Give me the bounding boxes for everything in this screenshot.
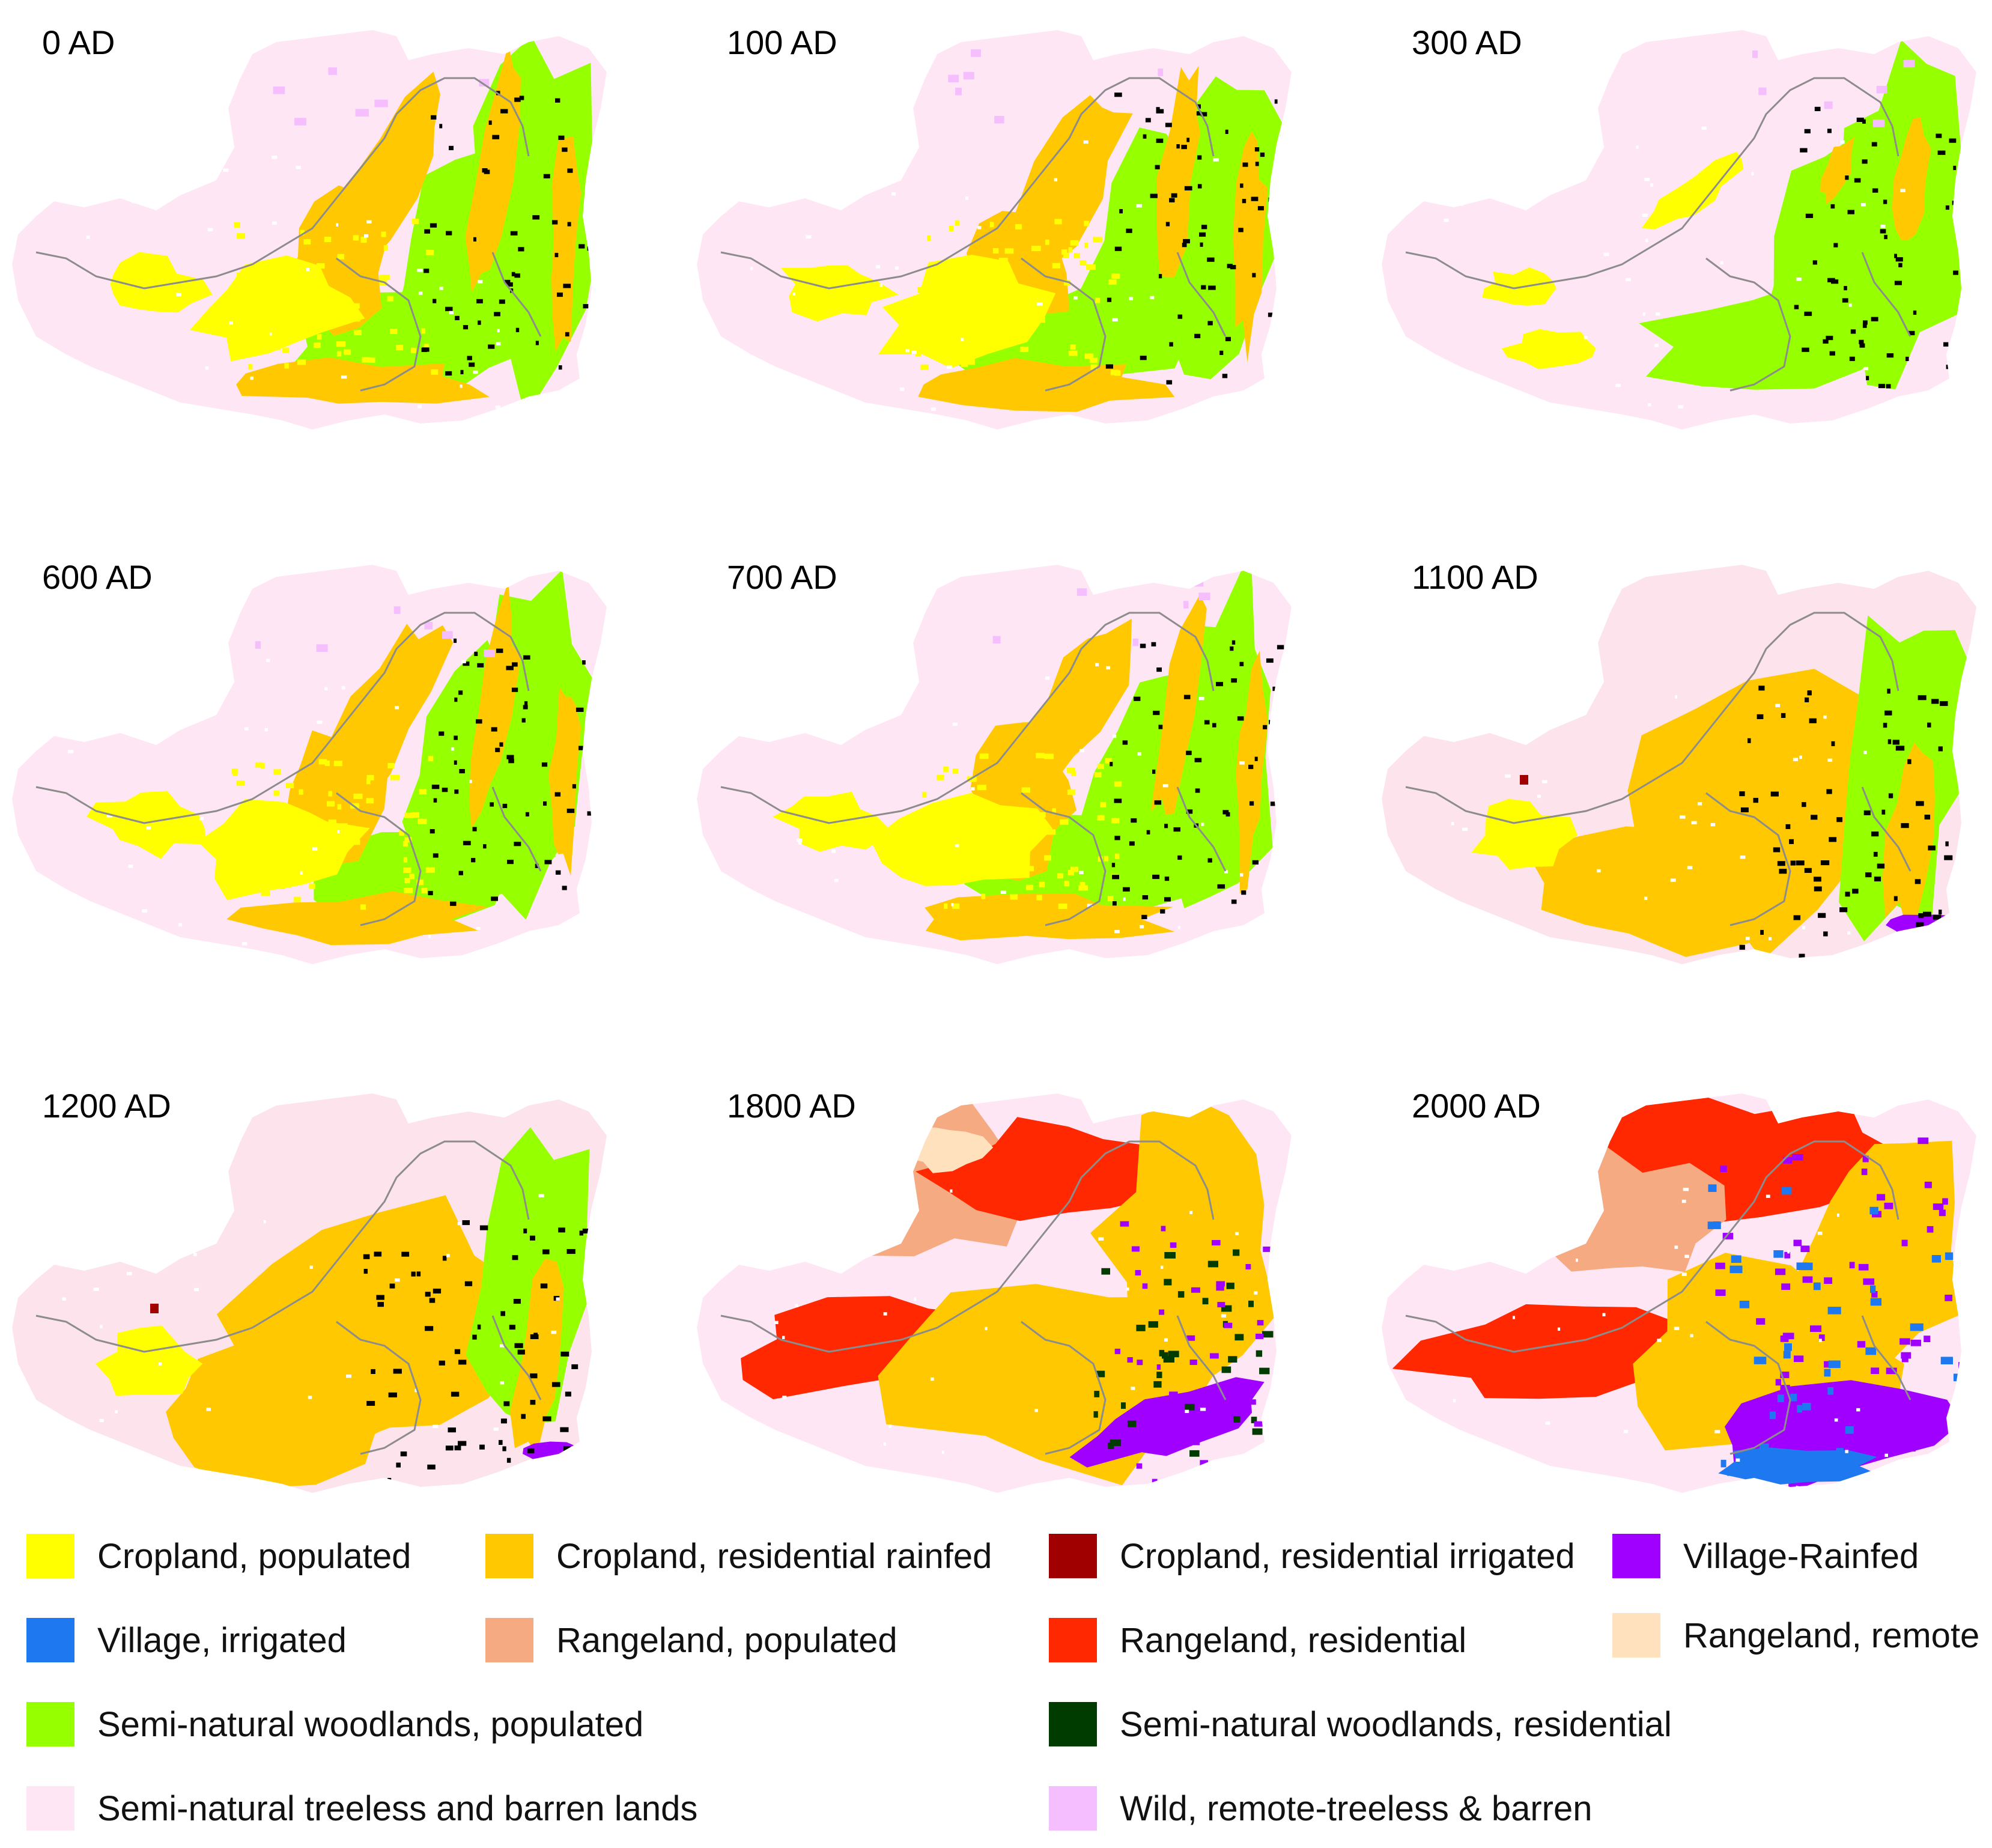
map-panel-700-ad: 700 AD — [685, 535, 1322, 1003]
legend-item-semi-natural-woodlands-populated: Semi-natural woodlands, populated — [26, 1700, 643, 1748]
legend-swatch — [1612, 1613, 1660, 1658]
legend-label: Semi-natural woodlands, populated — [97, 1704, 644, 1744]
legend-swatch — [1612, 1534, 1660, 1578]
land-use-map — [697, 1093, 1292, 1493]
map-panel-1200-ad: 1200 AD — [0, 1063, 637, 1532]
legend-swatch — [1049, 1534, 1097, 1578]
legend-swatch — [1049, 1618, 1097, 1662]
map-panel-100-ad: 100 AD — [685, 0, 1322, 469]
panel-year-label: 2000 AD — [1412, 1087, 1541, 1125]
legend-label: Semi-natural treeless and barren lands — [97, 1789, 698, 1828]
legend-item-wild-remote-treeless-barren: Wild, remote-treeless & barren — [1049, 1784, 1592, 1832]
land-use-map — [697, 565, 1292, 964]
legend-item-village-rainfed: Village-Rainfed — [1612, 1532, 1919, 1580]
land-use-map — [697, 30, 1292, 430]
legend-item-semi-natural-treeless-barren: Semi-natural treeless and barren lands — [26, 1784, 697, 1832]
legend-item-cropland-populated: Cropland, populated — [26, 1532, 411, 1580]
panel-year-label: 100 AD — [727, 23, 837, 61]
legend-swatch — [26, 1786, 74, 1831]
land-use-map — [12, 30, 607, 430]
legend-swatch — [26, 1534, 74, 1578]
legend-swatch — [1049, 1702, 1097, 1746]
legend-label: Village, irrigated — [97, 1620, 347, 1660]
legend-swatch — [485, 1618, 533, 1662]
legend-item-semi-natural-woodlands-residential: Semi-natural woodlands, residential — [1049, 1700, 1672, 1748]
legend-label: Semi-natural woodlands, residential — [1120, 1704, 1672, 1744]
panel-year-label: 300 AD — [1412, 23, 1522, 61]
map-panel-600-ad: 600 AD — [0, 535, 637, 1003]
legend-item-village-irrigated: Village, irrigated — [26, 1616, 347, 1664]
legend-swatch — [485, 1534, 533, 1578]
panel-year-label: 700 AD — [727, 558, 837, 596]
map-panel-1800-ad: 1800 AD — [685, 1063, 1322, 1532]
panel-year-label: 600 AD — [42, 558, 153, 596]
legend-swatch — [26, 1702, 74, 1746]
panel-year-label: 1100 AD — [1412, 558, 1538, 596]
legend-label: Cropland, populated — [97, 1536, 411, 1576]
legend-item-rangeland-residential: Rangeland, residential — [1049, 1616, 1466, 1664]
land-use-map — [1382, 1093, 1976, 1493]
legend: Cropland, populated Cropland, residentia… — [0, 1514, 1992, 1848]
map-panel-2000-ad: 2000 AD — [1370, 1063, 1992, 1532]
legend-swatch — [1049, 1786, 1097, 1831]
map-panel-0-ad: 0 AD — [0, 0, 637, 469]
legend-swatch — [26, 1618, 74, 1662]
legend-label: Rangeland, remote — [1683, 1615, 1980, 1655]
land-use-map — [12, 1093, 607, 1493]
map-panel-300-ad: 300 AD — [1370, 0, 1992, 469]
land-use-map — [1382, 30, 1976, 430]
legend-label: Cropland, residential rainfed — [556, 1536, 992, 1576]
panel-year-label: 1200 AD — [42, 1087, 171, 1125]
land-use-map — [1382, 565, 1976, 964]
legend-label: Wild, remote-treeless & barren — [1120, 1789, 1593, 1828]
legend-item-cropland-residential-rainfed: Cropland, residential rainfed — [485, 1532, 992, 1580]
legend-item-rangeland-populated: Rangeland, populated — [485, 1616, 897, 1664]
panel-year-label: 0 AD — [42, 23, 115, 61]
map-panel-1100-ad: 1100 AD — [1370, 535, 1992, 1003]
panel-year-label: 1800 AD — [727, 1087, 856, 1125]
legend-label: Village-Rainfed — [1683, 1536, 1919, 1576]
legend-label: Cropland, residential irrigated — [1120, 1536, 1575, 1576]
legend-label: Rangeland, residential — [1120, 1620, 1467, 1660]
legend-item-rangeland-remote: Rangeland, remote — [1612, 1611, 1979, 1659]
legend-item-cropland-residential-irrigated: Cropland, residential irrigated — [1049, 1532, 1575, 1580]
land-use-map — [12, 565, 607, 964]
legend-label: Rangeland, populated — [556, 1620, 897, 1660]
